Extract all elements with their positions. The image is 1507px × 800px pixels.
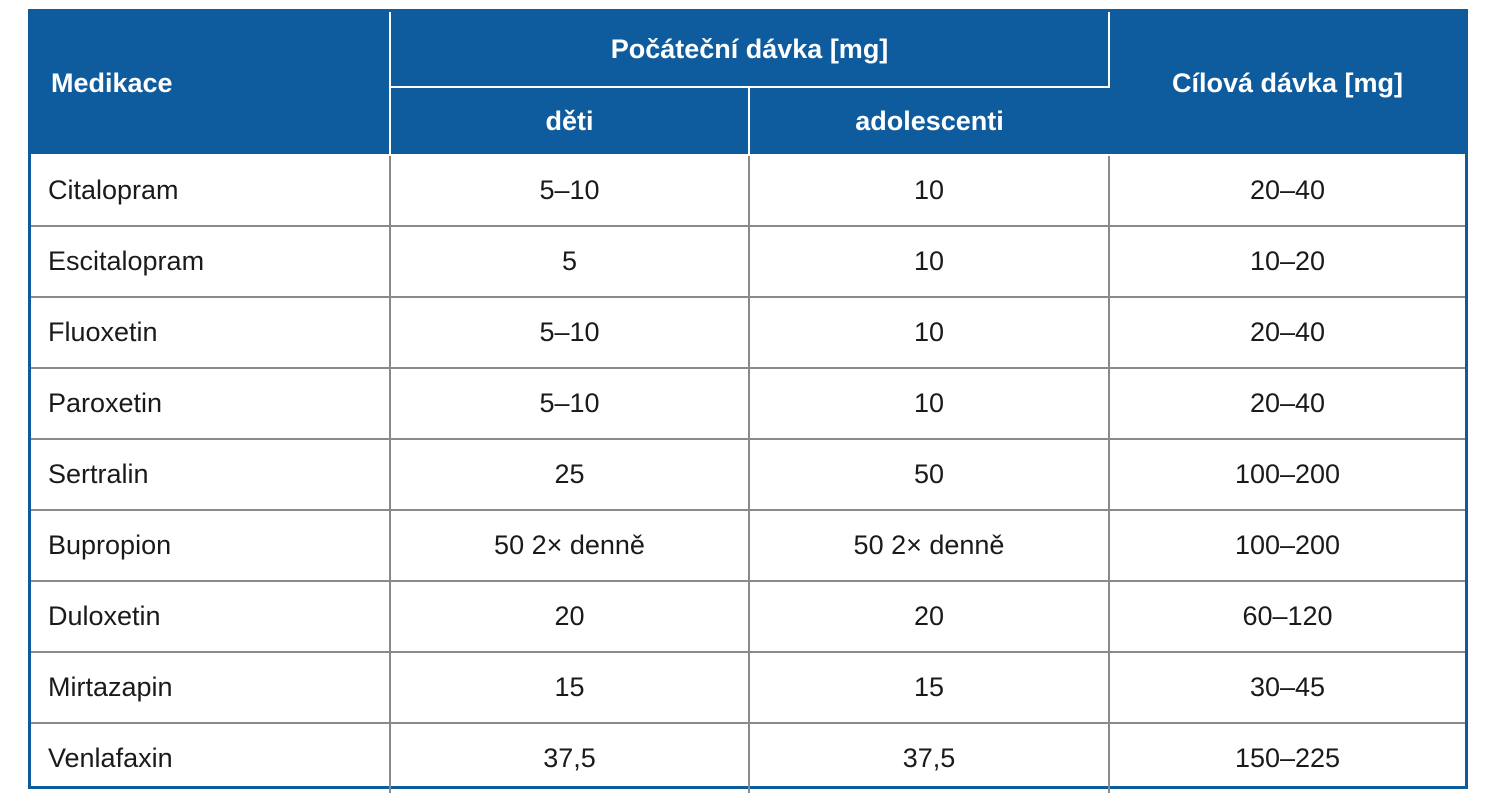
header-medikace: Medikace: [31, 12, 391, 156]
cell-adolescents-dose: 20: [749, 581, 1110, 653]
table-row: Paroxetin 5–10 10 20–40: [31, 368, 1465, 440]
cell-children-dose: 50 2× denně: [390, 510, 750, 582]
cell-children-dose: 5–10: [390, 368, 750, 440]
cell-medication-name: Paroxetin: [31, 368, 391, 440]
dosage-table: Medikace Počáteční dávka [mg] Cílová dáv…: [31, 12, 1465, 793]
cell-target-dose: 150–225: [1234, 743, 1341, 773]
cell-medication-name: Venlafaxin: [31, 723, 391, 793]
cell-children-dose: 20: [390, 581, 750, 653]
cell-children-dose: 37,5: [390, 723, 750, 793]
cell-target-dose: 100–200: [1109, 510, 1465, 582]
table-row: Escitalopram 5 10 10–20: [31, 226, 1465, 298]
cell-adolescents-dose: 15: [749, 652, 1110, 724]
table-row: Bupropion 50 2× denně 50 2× denně 100–200: [31, 510, 1465, 582]
table-row: Fluoxetin 5–10 10 20–40: [31, 297, 1465, 369]
header-target-dose: Cílová dávka [mg]: [1109, 12, 1465, 156]
cell-target-dose: 20–40: [1109, 297, 1465, 369]
table-row: Duloxetin 20 20 60–120: [31, 581, 1465, 653]
cell-adolescents-dose: 10: [749, 155, 1110, 227]
cell-adolescents-dose: 50: [749, 439, 1110, 511]
table-row: Sertralin 25 50 100–200: [31, 439, 1465, 511]
cell-target-dose: 20–40: [1109, 155, 1465, 227]
cell-medication-name: Citalopram: [31, 155, 391, 227]
cell-medication-name: Sertralin: [31, 439, 391, 511]
header-initial-dose: Počáteční dávka [mg]: [390, 12, 1110, 88]
cell-adolescents-dose: 10: [749, 368, 1110, 440]
cell-target-dose: 60–120: [1109, 581, 1465, 653]
table-body: Citalopram 5–10 10 20–40 Escitalopram 5 10 10–2…: [31, 155, 1465, 793]
table-header: Medikace Počáteční dávka [mg] Cílová dáv…: [31, 12, 1465, 156]
table-row: Venlafaxin 37,5 37,5 150–225: [31, 723, 1465, 793]
cell-medication-name: Bupropion: [31, 510, 391, 582]
cell-adolescents-dose: 10: [749, 226, 1110, 298]
cell-target-dose: 20–40: [1109, 368, 1465, 440]
cell-target-dose: 10–20: [1109, 226, 1465, 298]
cell-children-dose: 15: [390, 652, 750, 724]
cell-adolescents-dose: 10: [749, 297, 1110, 369]
cell-children-dose: 5–10: [390, 297, 750, 369]
cell-children-dose: 5: [390, 226, 750, 298]
header-children: děti: [390, 87, 750, 156]
cell-medication-name: Fluoxetin: [31, 297, 391, 369]
cell-target-dose: 100–200: [1109, 439, 1465, 511]
cell-children-dose: 25: [390, 439, 750, 511]
header-adolescents: adolescenti: [749, 87, 1109, 156]
cell-target-dose: 30–45: [1109, 652, 1465, 724]
cell-medication-name: Escitalopram: [31, 226, 391, 298]
cell-children-dose: 5–10: [390, 155, 750, 227]
dosage-table-container: Medikace Počáteční dávka [mg] Cílová dáv…: [28, 9, 1468, 793]
cell-medication-name: Duloxetin: [31, 581, 391, 653]
cell-medication-name: Mirtazapin: [31, 652, 391, 724]
cell-adolescents-dose: 50 2× denně: [749, 510, 1110, 582]
table-row: Mirtazapin 15 15 30–45: [31, 652, 1465, 724]
table-row: Citalopram 5–10 10 20–40: [31, 155, 1465, 227]
cell-adolescents-dose: 37,5: [749, 723, 1110, 793]
